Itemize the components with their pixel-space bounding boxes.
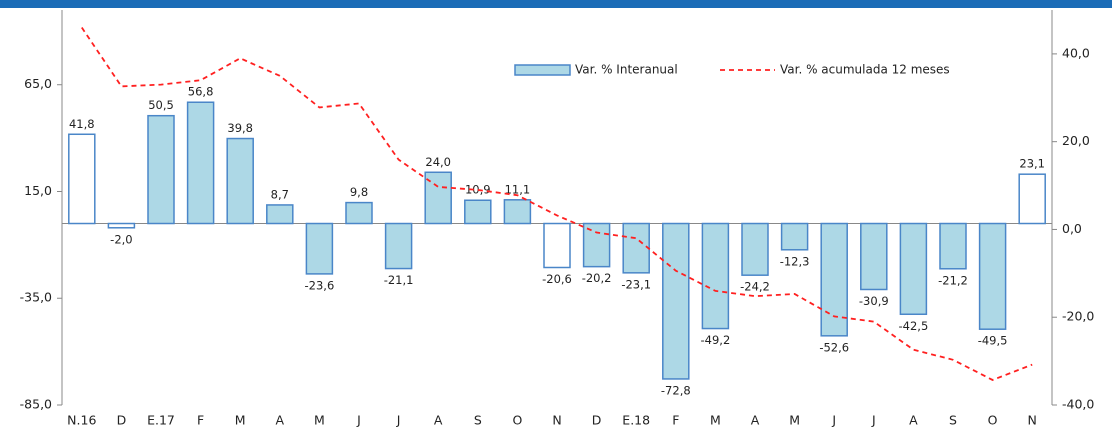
- x-tick-label: J: [871, 413, 876, 428]
- bar: [780, 222, 809, 251]
- value-label: -24,2: [740, 280, 770, 294]
- value-label: -12,3: [780, 254, 810, 268]
- y-tick-label: 65,0: [24, 76, 52, 91]
- y2-tick-label: 0,0: [1062, 221, 1082, 236]
- x-tick-label: A: [751, 413, 760, 428]
- y2-tick-label: 40,0: [1062, 45, 1090, 60]
- bar: [186, 101, 215, 225]
- y2-tick-label: 20,0: [1062, 133, 1090, 148]
- bar: [345, 201, 373, 225]
- x-tick-label: F: [672, 413, 679, 428]
- x-tick-label: A: [276, 413, 285, 428]
- value-label: -23,6: [305, 278, 335, 292]
- x-tick-label: M: [710, 413, 721, 428]
- line: [81, 27, 1033, 381]
- header-band: [0, 0, 1112, 8]
- bar: [939, 222, 967, 270]
- value-label: 39,8: [227, 121, 253, 135]
- bar: [503, 199, 532, 225]
- y-tick-label: -35,0: [20, 290, 52, 305]
- value-label: -52,6: [819, 340, 849, 354]
- x-tick-label: A: [909, 413, 918, 428]
- x-tick-label: O: [988, 413, 998, 428]
- x-tick-label: J: [831, 413, 836, 428]
- value-label: 50,5: [148, 98, 174, 112]
- x-tick-label: O: [512, 413, 522, 428]
- legend-swatch: [514, 64, 571, 76]
- value-label: 11,1: [505, 182, 531, 196]
- value-label: 56,8: [188, 85, 214, 99]
- x-tick-label: N: [1028, 413, 1037, 428]
- y2-tick-label: -40,0: [1062, 397, 1094, 412]
- bar: [820, 222, 848, 337]
- bar: [226, 137, 254, 225]
- bar: [662, 222, 690, 380]
- x-tick-label: E.18: [622, 413, 650, 428]
- bar: [68, 133, 96, 225]
- x-tick-label: J: [396, 413, 401, 428]
- value-label: 8,7: [271, 187, 289, 201]
- bar: [860, 222, 888, 291]
- x-tick-label: S: [474, 413, 482, 428]
- value-label: 24,0: [425, 155, 451, 169]
- bar: [543, 222, 571, 269]
- x-tick-label: E.17: [147, 413, 175, 428]
- value-label: -21,1: [384, 273, 414, 287]
- y2-tick-label: -20,0: [1062, 309, 1094, 324]
- value-label: -49,5: [978, 334, 1008, 348]
- bar: [622, 222, 650, 274]
- bar: [464, 199, 492, 225]
- x-tick-label: M: [789, 413, 800, 428]
- x-tick-label: S: [949, 413, 957, 428]
- bar: [266, 204, 294, 225]
- x-tick-label: M: [235, 413, 246, 428]
- value-label: -49,2: [701, 333, 731, 347]
- legend-label: Var. % Interanual: [575, 63, 678, 77]
- bar: [384, 222, 413, 270]
- bar: [107, 222, 136, 229]
- value-label: 9,8: [350, 185, 368, 199]
- value-label: -23,1: [621, 277, 651, 291]
- bar: [899, 222, 928, 316]
- x-tick-label: A: [434, 413, 443, 428]
- value-label: -30,9: [859, 294, 889, 308]
- value-label: -21,2: [938, 273, 968, 287]
- legend-label: Var. % acumulada 12 meses: [780, 63, 950, 77]
- x-tick-label: N.16: [67, 413, 96, 428]
- y-tick-label: -85,0: [20, 397, 52, 412]
- value-label: 41,8: [69, 117, 95, 131]
- value-label: 10,9: [465, 183, 491, 197]
- value-label: -72,8: [661, 383, 691, 397]
- bar: [582, 222, 611, 268]
- value-label: 23,1: [1019, 157, 1045, 171]
- x-tick-label: F: [197, 413, 204, 428]
- value-label: -20,2: [582, 271, 612, 285]
- value-label: -2,0: [110, 232, 132, 246]
- bar: [741, 222, 769, 276]
- y-tick-label: 15,0: [24, 183, 52, 198]
- bar: [978, 222, 1007, 330]
- x-tick-label: D: [592, 413, 602, 428]
- x-tick-label: N: [552, 413, 561, 428]
- bar: [147, 114, 175, 225]
- value-label: -42,5: [899, 319, 929, 333]
- bar: [701, 222, 730, 330]
- x-tick-label: J: [356, 413, 361, 428]
- x-tick-label: M: [314, 413, 325, 428]
- x-tick-label: D: [117, 413, 127, 428]
- value-label: -20,6: [542, 272, 572, 286]
- bar: [1018, 173, 1046, 225]
- bar: [305, 222, 334, 275]
